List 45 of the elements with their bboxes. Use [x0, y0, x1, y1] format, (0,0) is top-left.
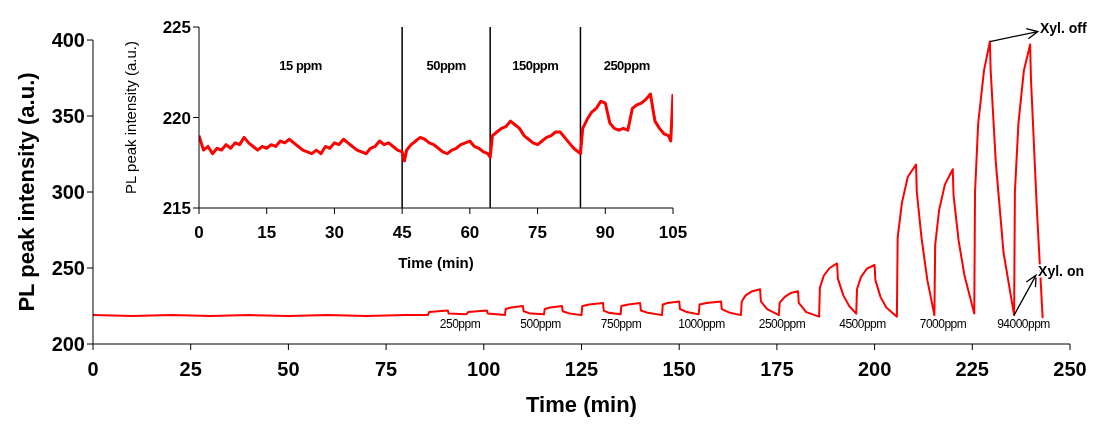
x-tick-label: 15: [257, 223, 277, 243]
y-tick-label: 220: [162, 108, 191, 128]
x-tick-label: 250: [1053, 358, 1087, 381]
x-tick-label: 75: [374, 358, 398, 381]
x-tick-label: 225: [955, 358, 989, 381]
annotation: 750ppm: [600, 317, 642, 331]
y-tick-label: 200: [51, 333, 85, 356]
annotation: 250ppm: [603, 57, 650, 73]
y-axis-title: PL peak intensity (a.u.): [13, 72, 39, 312]
annotation: 1000ppm: [678, 317, 726, 331]
annotation: 250ppm: [439, 317, 481, 331]
x-tick-label: 45: [392, 223, 412, 243]
y-tick-label: 215: [162, 199, 191, 219]
annotation: 15 ppm: [279, 57, 322, 73]
y-tick-label: 250: [51, 257, 85, 280]
x-tick-label: 105: [658, 223, 688, 243]
x-tick-label: 90: [595, 223, 615, 243]
annotation: Xyl. off: [1039, 19, 1087, 36]
x-tick-label: 60: [460, 223, 480, 243]
x-tick-label: 0: [87, 358, 99, 381]
annotation: 150ppm: [512, 57, 559, 73]
annotation: 2500ppm: [758, 317, 806, 331]
y-tick-label: 225: [162, 18, 191, 38]
x-tick-label: 30: [324, 223, 344, 243]
x-axis-title: Time (min): [526, 392, 637, 417]
x-tick-label: 175: [760, 358, 794, 381]
annotation: 94000ppm: [997, 317, 1051, 331]
y-tick-label: 300: [51, 181, 85, 204]
x-tick-label: 50: [277, 358, 300, 381]
y-axis-title: PL peak intensity (a.u.): [121, 41, 139, 194]
x-tick-label: 100: [467, 358, 501, 381]
line-series: [199, 92, 673, 163]
y-tick-label: 400: [51, 29, 85, 52]
x-tick-label: 150: [662, 358, 696, 381]
annotation: 4500ppm: [839, 317, 887, 331]
x-tick-label: 125: [564, 358, 599, 381]
y-tick-label: 350: [51, 105, 85, 128]
x-tick-label: 25: [179, 358, 202, 381]
annotation: 7000ppm: [919, 317, 967, 331]
x-tick-label: 200: [857, 358, 892, 381]
x-tick-label: 75: [528, 223, 548, 243]
x-axis-title: Time (min): [398, 254, 474, 271]
x-tick-label: 0: [194, 223, 204, 243]
annotation: 50ppm: [426, 57, 466, 73]
annotation: 500ppm: [520, 317, 562, 331]
